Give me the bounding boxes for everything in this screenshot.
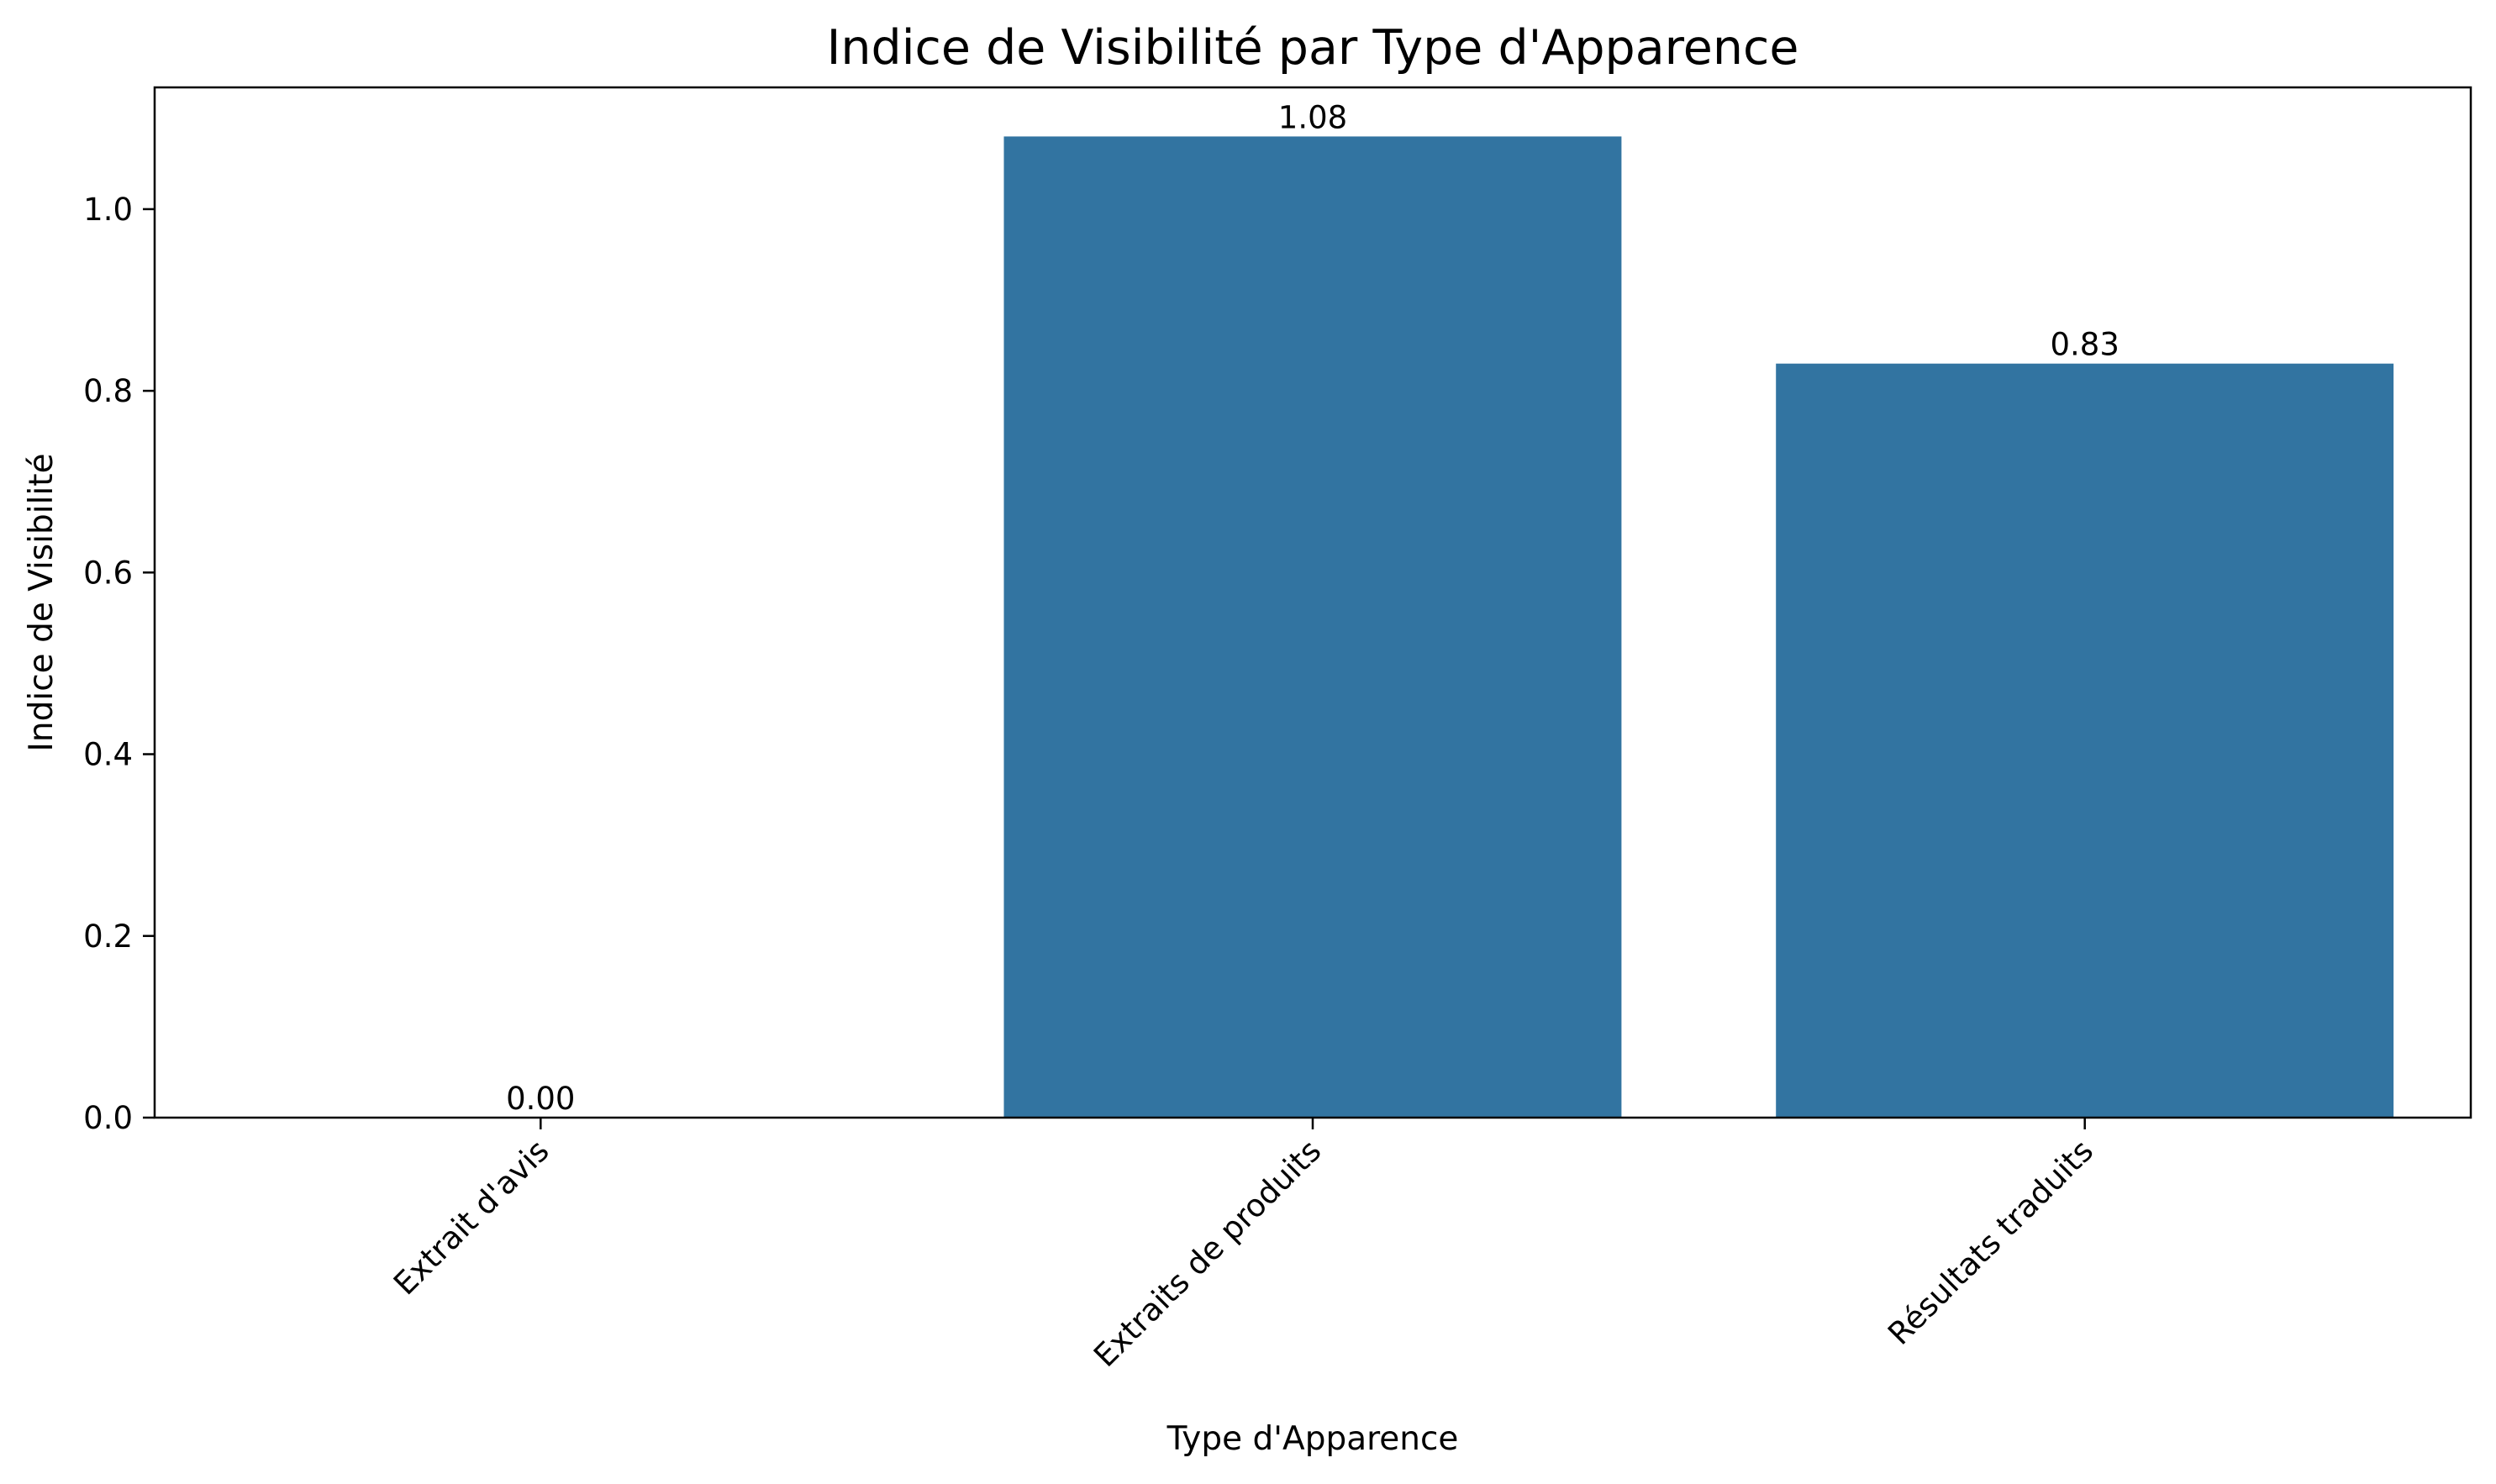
y-tick-label: 0.0 (83, 1100, 133, 1136)
x-axis-label: Type d'Apparence (1166, 1420, 1459, 1458)
bar-value-label: 1.08 (1278, 99, 1347, 135)
y-tick-label: 1.0 (83, 192, 133, 228)
y-axis-ticks: 0.0 0.2 0.4 0.6 0.8 1.0 (83, 192, 155, 1136)
data-labels-layer: 0.00 1.08 0.83 (506, 99, 2119, 1117)
y-tick-label: 0.8 (83, 373, 133, 409)
y-tick-label: 0.4 (83, 737, 133, 773)
bars-layer (1003, 136, 2394, 1118)
bar-value-label: 0.00 (506, 1081, 575, 1117)
bar (1776, 363, 2394, 1118)
bar-value-label: 0.83 (2051, 327, 2119, 363)
y-axis-label: Indice de Visibilité (23, 453, 61, 751)
y-tick-label: 0.2 (83, 918, 133, 955)
chart-title: Indice de Visibilité par Type d'Apparenc… (827, 20, 1799, 76)
y-tick-label: 0.6 (83, 555, 133, 591)
bar (1003, 136, 1622, 1118)
